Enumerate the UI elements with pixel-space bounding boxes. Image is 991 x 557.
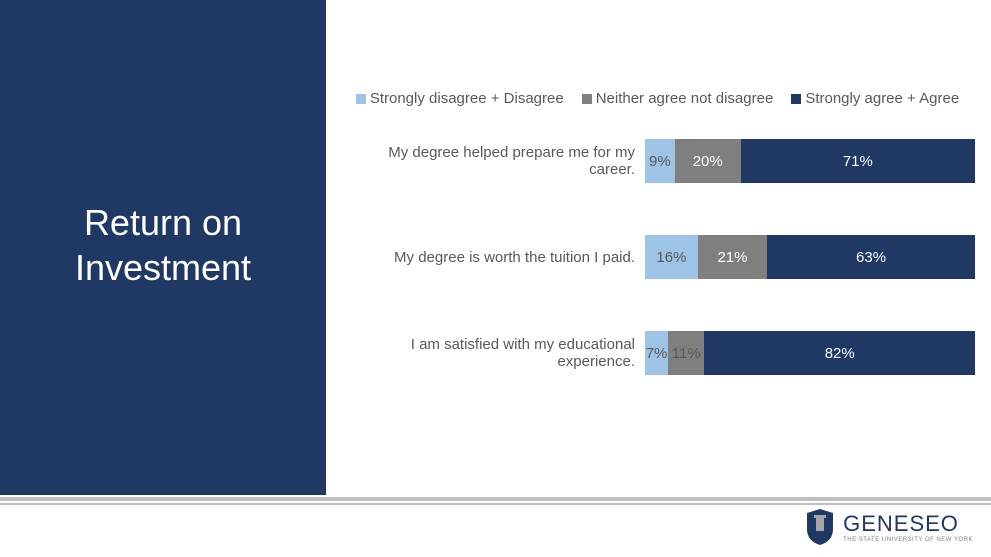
- chart-area: Strongly disagree + Disagree Neither agre…: [340, 90, 975, 427]
- slide-title: Return on Investment: [0, 200, 326, 290]
- bar-segment: 82%: [704, 331, 975, 375]
- bar-segment: 7%: [645, 331, 668, 375]
- chart-legend: Strongly disagree + Disagree Neither agre…: [340, 90, 975, 107]
- bar-segment: 11%: [668, 331, 704, 375]
- bar-segment: 71%: [741, 139, 975, 183]
- legend-item: Neither agree not disagree: [582, 90, 774, 107]
- legend-label: Neither agree not disagree: [596, 90, 774, 107]
- bar-segment: 21%: [698, 235, 767, 279]
- slide: Return on Investment Strongly disagree +…: [0, 0, 991, 557]
- bar-segment: 63%: [767, 235, 975, 279]
- logo-text: GENESEO: [843, 511, 959, 536]
- shield-icon: [803, 507, 837, 547]
- legend-swatch: [356, 94, 366, 104]
- row-label: My degree helped prepare me for my caree…: [340, 144, 645, 178]
- bar-segment: 16%: [645, 235, 698, 279]
- legend-label: Strongly disagree + Disagree: [370, 90, 564, 107]
- row-label: My degree is worth the tuition I paid.: [340, 249, 645, 266]
- logo-subtext: THE STATE UNIVERSITY OF NEW YORK: [843, 537, 973, 543]
- stacked-bar: 16%21%63%: [645, 235, 975, 279]
- stacked-bar: 9%20%71%: [645, 139, 975, 183]
- legend-swatch: [791, 94, 801, 104]
- brand-logo: GENESEO THE STATE UNIVERSITY OF NEW YORK: [803, 507, 973, 547]
- legend-item: Strongly agree + Agree: [791, 90, 959, 107]
- stacked-bar: 7%11%82%: [645, 331, 975, 375]
- chart-row: I am satisfied with my educational exper…: [340, 331, 975, 375]
- row-label: I am satisfied with my educational exper…: [340, 336, 645, 370]
- footer-line-thick: [0, 497, 991, 501]
- legend-label: Strongly agree + Agree: [805, 90, 959, 107]
- legend-item: Strongly disagree + Disagree: [356, 90, 564, 107]
- bar-segment: 20%: [675, 139, 741, 183]
- chart-rows: My degree helped prepare me for my caree…: [340, 139, 975, 375]
- legend-swatch: [582, 94, 592, 104]
- bar-segment: 9%: [645, 139, 675, 183]
- chart-row: My degree helped prepare me for my caree…: [340, 139, 975, 183]
- chart-row: My degree is worth the tuition I paid.16…: [340, 235, 975, 279]
- footer-line-thin: [0, 503, 991, 505]
